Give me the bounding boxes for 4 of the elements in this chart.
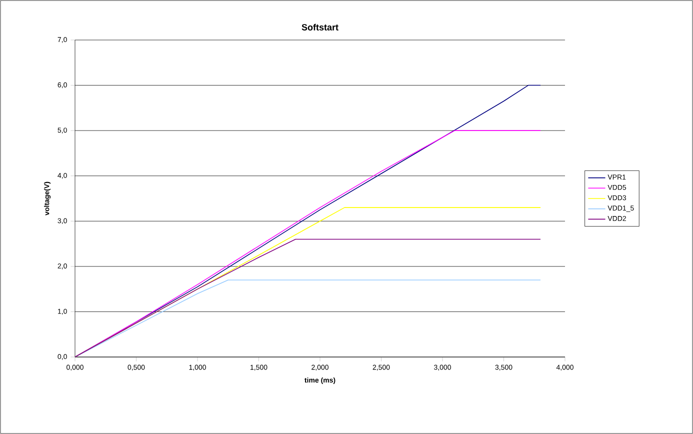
line-series [75,238,541,357]
line-series [75,280,541,357]
line-series [75,130,541,357]
chart-title: Softstart [302,24,338,30]
